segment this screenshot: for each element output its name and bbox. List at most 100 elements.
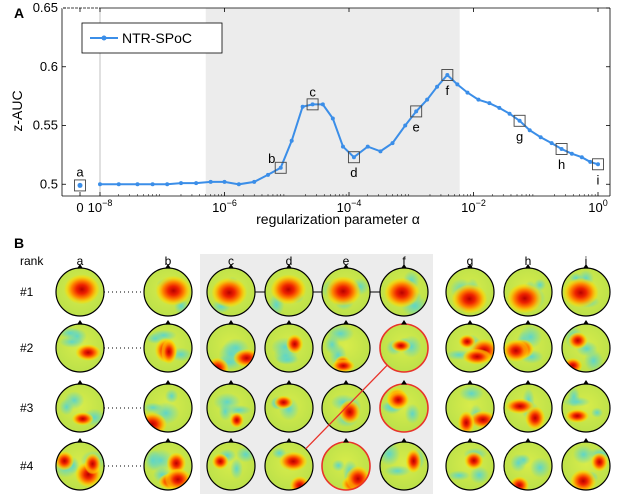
series-point	[390, 141, 395, 146]
topomap-b-1	[143, 264, 193, 317]
series-point	[178, 181, 183, 186]
topomap-cool-blob	[562, 396, 591, 407]
topomap-hot-blob	[331, 359, 355, 372]
topomap-fill	[504, 268, 552, 316]
topomap-h-4	[503, 438, 553, 491]
x-tick-label: 0	[76, 200, 83, 215]
topomap-c-3	[206, 380, 256, 433]
series-point	[252, 179, 257, 184]
row-label: #4	[20, 459, 34, 473]
row-header: rank	[20, 254, 44, 268]
nose-marker	[343, 438, 349, 443]
nose-marker	[228, 264, 234, 269]
panel-b-letter: B	[14, 235, 24, 251]
topomap-a-4	[55, 438, 105, 491]
series-point	[476, 97, 481, 102]
marker-label-f: f	[446, 83, 450, 98]
nose-marker	[77, 438, 83, 443]
series-point	[445, 72, 450, 77]
series-point	[266, 172, 271, 177]
nose-marker	[467, 320, 473, 325]
series-point	[579, 155, 584, 160]
nose-marker	[286, 380, 292, 385]
topomap-hot-blob	[567, 332, 588, 349]
topomap-f-4	[379, 438, 429, 491]
nose-marker	[401, 438, 407, 443]
series-point	[310, 102, 315, 107]
nose-marker	[343, 264, 349, 269]
series-point	[222, 179, 227, 184]
topomap-hot-blob	[270, 274, 307, 305]
topomap-fill	[56, 384, 104, 432]
row-label: #3	[20, 401, 34, 415]
topomap-d-4	[264, 438, 314, 491]
series-point	[455, 82, 460, 87]
nose-marker	[583, 320, 589, 325]
topomap-i-4	[561, 438, 611, 491]
column-label-a: a	[77, 254, 84, 268]
topomap-b-2	[143, 320, 193, 373]
nose-marker	[165, 380, 171, 385]
series-point	[236, 182, 241, 187]
topomap-e-2	[321, 320, 371, 373]
series-point	[351, 155, 356, 160]
x-tick-label: 10−2	[461, 198, 486, 215]
topomap-hot-blob	[457, 411, 475, 432]
topomap-fill	[144, 384, 192, 432]
topomap-a-1	[55, 264, 105, 317]
topomap-fill	[265, 324, 313, 372]
topomap-i-1	[561, 264, 611, 317]
marker-label-h: h	[558, 157, 565, 172]
topomap-cool-blob	[469, 466, 490, 484]
topomap-g-1	[445, 264, 495, 317]
row-label: #2	[20, 341, 34, 355]
topomap-fill	[380, 324, 428, 372]
topomap-hot-blob	[570, 469, 597, 490]
series-point	[340, 144, 345, 149]
marker-box-c	[306, 98, 319, 111]
topomap-hot-blob	[387, 390, 410, 409]
series-point	[487, 101, 492, 106]
topomap-hot-blob	[339, 399, 361, 425]
marker-box-b	[274, 161, 287, 174]
marker-label-e: e	[413, 119, 420, 134]
topomap-hot-blob	[84, 453, 101, 475]
topomap-hot-blob	[229, 412, 244, 428]
series-point	[517, 118, 522, 123]
legend-label: NTR-SPoC	[122, 30, 192, 46]
nose-marker	[525, 320, 531, 325]
series-point	[320, 102, 325, 107]
nose-marker	[401, 264, 407, 269]
topomap-hot-blob	[56, 451, 75, 471]
topomap-fill	[446, 324, 494, 372]
series-point	[135, 182, 140, 187]
nose-marker	[228, 380, 234, 385]
nose-marker	[228, 438, 234, 443]
topomap-fill	[380, 268, 428, 316]
topomap-hot-blob	[462, 348, 492, 365]
topomap-fill	[380, 384, 428, 432]
topomap-fill	[504, 384, 552, 432]
topomap-hot-blob	[504, 339, 530, 362]
topomap-g-3	[445, 380, 495, 433]
topomap-cool-blob	[384, 465, 411, 477]
topomap-b-3	[143, 380, 193, 433]
topomap-fill	[562, 384, 610, 432]
nose-marker	[165, 264, 171, 269]
topomap-fill	[562, 268, 610, 316]
series-point	[569, 151, 574, 156]
topomap-d-3	[264, 380, 314, 433]
marker-label-i: i	[597, 172, 600, 187]
series-point	[165, 182, 170, 187]
nose-marker	[525, 380, 531, 385]
topomap-fill	[322, 324, 370, 372]
series-point	[289, 138, 294, 143]
topomap-cool-blob	[459, 385, 484, 402]
topomap-b-4	[143, 438, 193, 491]
series-point	[403, 123, 408, 128]
series-point	[300, 104, 305, 109]
topomap-i-2	[561, 320, 611, 373]
x-tick-label: 10−6	[212, 198, 237, 215]
topomap-fill	[504, 324, 552, 372]
